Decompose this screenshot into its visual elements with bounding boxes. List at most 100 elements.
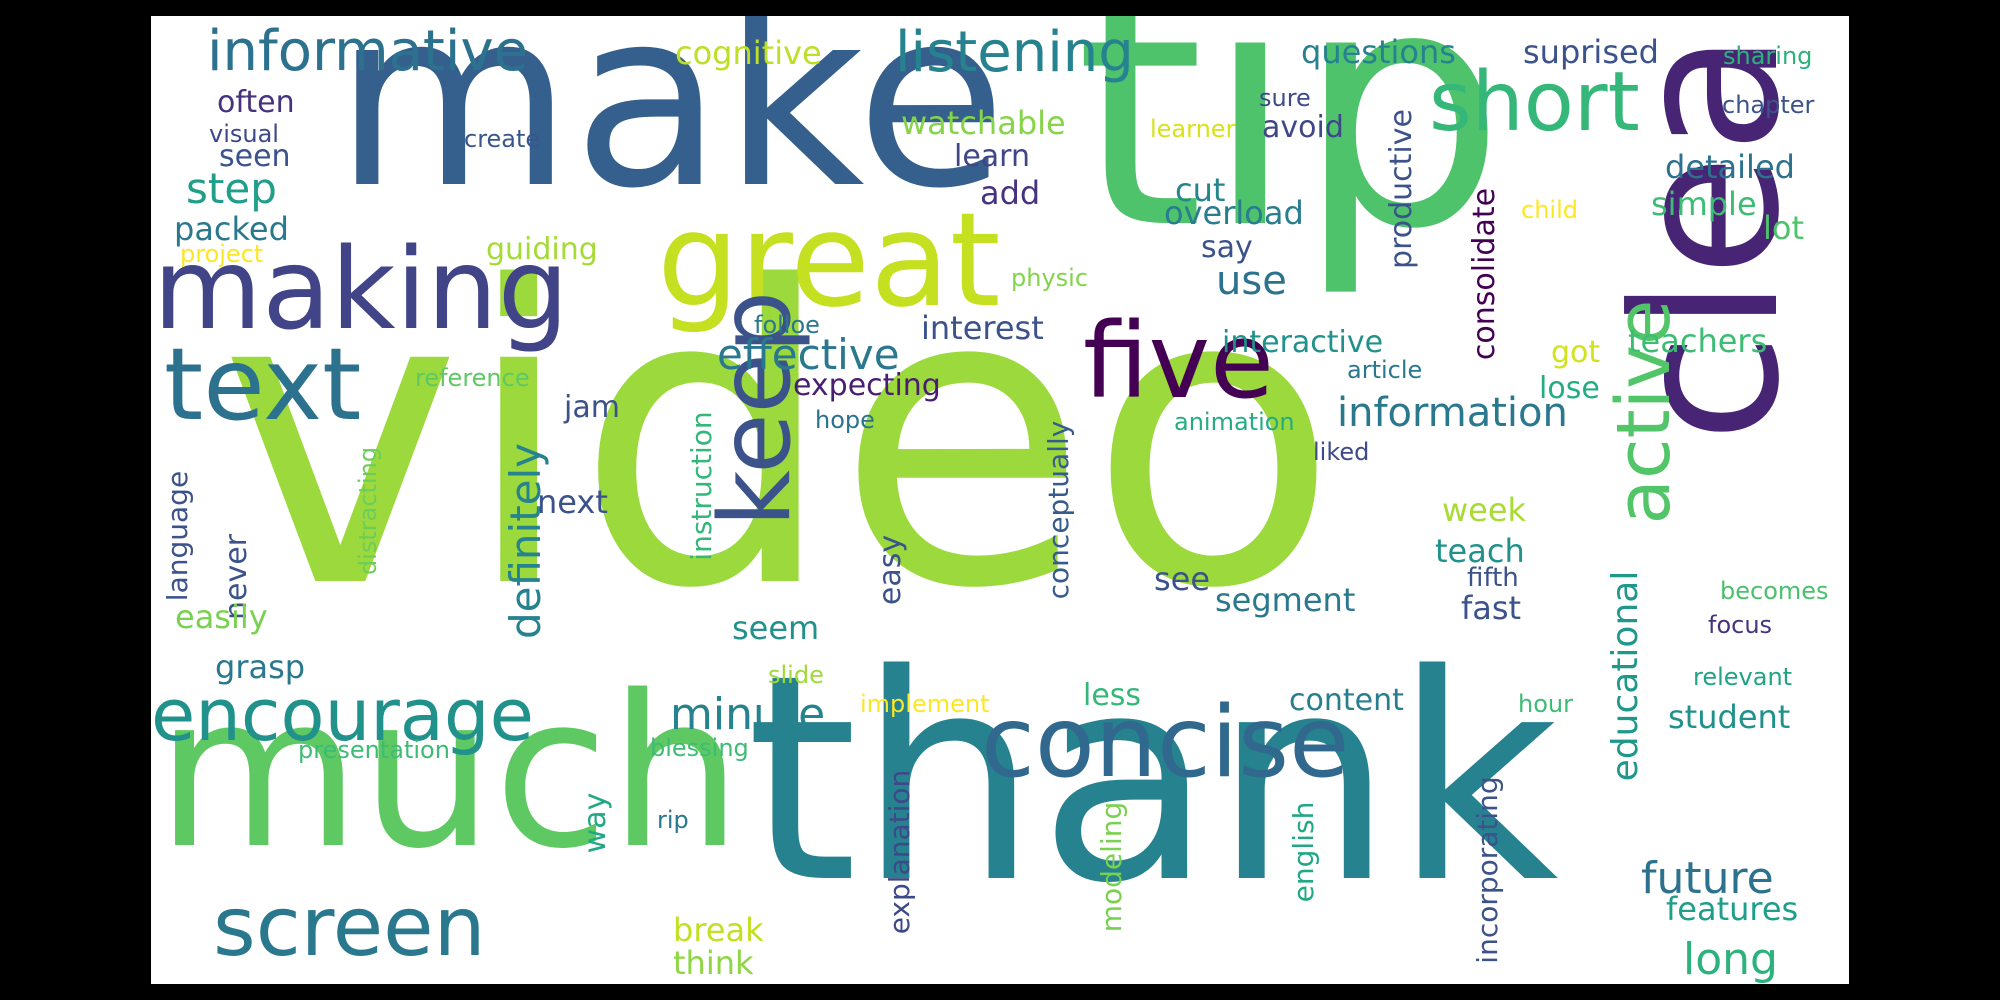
word-making: making bbox=[153, 225, 569, 355]
word-teachers: teachers bbox=[1628, 322, 1768, 360]
word-learner: learner bbox=[1150, 115, 1236, 143]
word-child: child bbox=[1521, 196, 1578, 224]
word-explanation: explanation bbox=[883, 769, 916, 935]
word-grasp: grasp bbox=[215, 648, 306, 686]
word-features: features bbox=[1666, 890, 1799, 928]
word-seen: seen bbox=[219, 139, 291, 174]
word-guiding: guiding bbox=[486, 232, 598, 267]
word-create: create bbox=[464, 125, 541, 153]
word-language: language bbox=[161, 470, 194, 602]
word-easy: easy bbox=[873, 534, 908, 606]
word-questions: questions bbox=[1301, 33, 1456, 71]
word-expecting: expecting bbox=[793, 368, 941, 403]
word-informative: informative bbox=[207, 19, 529, 84]
word-learn: learn bbox=[954, 139, 1030, 174]
word-see: see bbox=[1154, 560, 1211, 598]
word-week: week bbox=[1442, 491, 1527, 529]
word-step: step bbox=[186, 164, 277, 213]
word-fifth: fifth bbox=[1467, 563, 1519, 593]
word-suprised: suprised bbox=[1523, 33, 1659, 71]
word-great: great bbox=[657, 184, 1001, 336]
word-implement: implement bbox=[860, 690, 990, 718]
word-chapter: chapter bbox=[1722, 91, 1815, 119]
word-avoid: avoid bbox=[1262, 110, 1344, 145]
word-reference: reference bbox=[415, 364, 530, 392]
word-listening: listening bbox=[895, 20, 1134, 85]
word-jam: jam bbox=[564, 390, 620, 425]
word-productive: productive bbox=[1384, 109, 1419, 269]
word-liked: liked bbox=[1313, 438, 1370, 466]
word-effective: effective bbox=[717, 330, 900, 379]
word-sharing: sharing bbox=[1723, 42, 1813, 70]
word-much: much bbox=[156, 650, 743, 895]
word-definitely: definitely bbox=[501, 442, 550, 640]
word-lose: lose bbox=[1539, 371, 1600, 406]
word-text: text bbox=[164, 326, 362, 443]
word-english: english bbox=[1287, 801, 1320, 903]
word-easily: easily bbox=[175, 598, 268, 636]
word-detailed: detailed bbox=[1665, 148, 1795, 186]
word-concise: concise bbox=[981, 686, 1350, 800]
word-got: got bbox=[1551, 335, 1601, 370]
word-screen: screen bbox=[213, 880, 486, 975]
word-relevant: relevant bbox=[1693, 663, 1793, 691]
word-article: article bbox=[1347, 356, 1423, 384]
word-short: short bbox=[1429, 55, 1640, 150]
word-thank: thank bbox=[746, 614, 1559, 946]
word-becomes: becomes bbox=[1720, 577, 1829, 605]
word-blessing: blessing bbox=[650, 734, 749, 762]
word-break: break bbox=[673, 911, 764, 949]
word-encourage: encourage bbox=[151, 673, 534, 757]
word-hope: hope bbox=[815, 406, 875, 434]
word-content: content bbox=[1289, 683, 1404, 718]
word-cloud: video tip make thank much clear great ma… bbox=[151, 16, 1849, 984]
word-overload: overload bbox=[1164, 194, 1304, 232]
word-educational: educational bbox=[1605, 570, 1646, 782]
word-next: next bbox=[537, 483, 608, 521]
word-say: say bbox=[1201, 230, 1253, 265]
word-hour: hour bbox=[1518, 690, 1573, 718]
word-long: long bbox=[1683, 934, 1778, 984]
word-information: information bbox=[1337, 390, 1568, 436]
word-presentation: presentation bbox=[298, 736, 450, 764]
word-fast: fast bbox=[1461, 589, 1522, 627]
word-physic: physic bbox=[1011, 264, 1089, 292]
word-seem: seem bbox=[732, 609, 820, 647]
word-sure: sure bbox=[1259, 84, 1311, 112]
word-interest: interest bbox=[921, 309, 1044, 347]
word-simple: simple bbox=[1651, 185, 1757, 223]
word-future: future bbox=[1641, 853, 1774, 904]
word-use: use bbox=[1216, 258, 1287, 304]
word-packed: packed bbox=[174, 210, 289, 248]
word-lot: lot bbox=[1763, 209, 1805, 247]
word-five: five bbox=[1083, 300, 1275, 422]
word-video: video bbox=[219, 200, 1339, 678]
word-modeling: modeling bbox=[1095, 801, 1128, 933]
word-visual: visual bbox=[209, 120, 279, 148]
word-consolidate: consolidate bbox=[1467, 187, 1502, 361]
word-slide: slide bbox=[768, 661, 824, 689]
word-incorporating: incorporating bbox=[1471, 776, 1504, 964]
word-way: way bbox=[578, 792, 613, 854]
word-distracting: distracting bbox=[354, 446, 382, 576]
word-watchable: watchable bbox=[901, 104, 1066, 142]
word-student: student bbox=[1668, 698, 1791, 736]
word-rip: rip bbox=[657, 806, 689, 834]
word-interactive: interactive bbox=[1222, 325, 1384, 360]
word-cognitive: cognitive bbox=[675, 34, 822, 72]
word-focus: focus bbox=[1708, 611, 1773, 639]
word-minute: minute bbox=[670, 689, 826, 740]
word-less: less bbox=[1083, 678, 1142, 713]
word-conceptually: conceptually bbox=[1042, 420, 1075, 600]
word-animation: animation bbox=[1174, 408, 1295, 436]
word-folloe: folloe bbox=[754, 311, 820, 339]
word-instruction: instruction bbox=[685, 411, 718, 561]
word-add: add bbox=[980, 174, 1041, 212]
word-tip: tip bbox=[1075, 16, 1506, 301]
word-make: make bbox=[334, 16, 1007, 242]
word-often: often bbox=[217, 85, 295, 120]
word-teach: teach bbox=[1435, 532, 1525, 570]
word-project: project bbox=[180, 240, 264, 268]
word-think: think bbox=[673, 944, 754, 982]
word-segment: segment bbox=[1215, 581, 1356, 619]
